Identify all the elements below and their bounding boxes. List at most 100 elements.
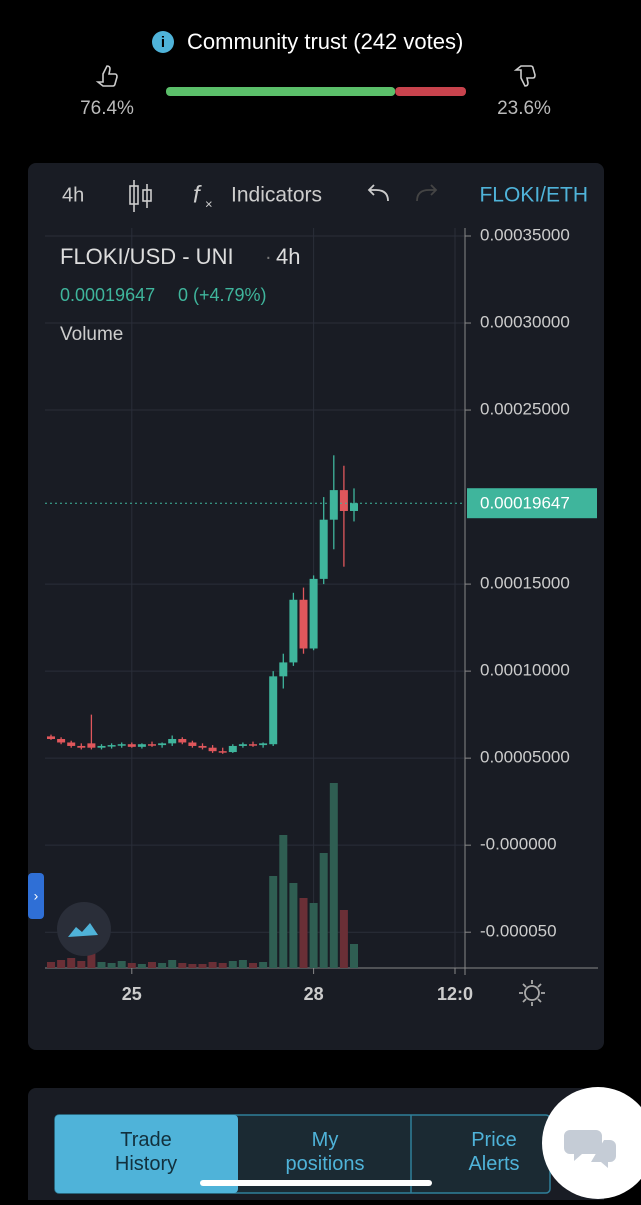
symbol-label: FLOKI/USD - UNI <box>60 244 234 269</box>
candle-body <box>269 676 278 745</box>
volume-bar <box>77 961 86 968</box>
interval-button[interactable]: 4h <box>62 184 84 206</box>
home-indicator <box>200 1180 432 1186</box>
volume-bar <box>299 898 308 968</box>
thumbs-down-icon[interactable] <box>513 65 536 87</box>
volume-bar <box>127 963 136 968</box>
tab[interactable]: Price Alerts <box>468 1129 519 1175</box>
candle-body <box>339 490 348 511</box>
candle-body <box>259 743 268 746</box>
candle-body <box>289 599 298 663</box>
candle-body <box>198 745 207 748</box>
up-percent: 76.4% <box>80 98 134 119</box>
x-tick-label: 25 <box>122 984 142 1004</box>
y-tick-label: 0.00030000 <box>480 313 570 332</box>
tabs: Trade History My positions Price Alerts <box>115 1129 520 1175</box>
volume-bar <box>289 883 298 968</box>
candle-body <box>87 743 96 748</box>
side-panel-toggle[interactable] <box>28 873 44 919</box>
tv-logo[interactable] <box>57 902 111 956</box>
volume-bar <box>168 960 177 968</box>
pair-button[interactable]: FLOKI/ETH <box>479 184 588 207</box>
candle-body <box>148 744 156 746</box>
volume-bar <box>87 950 96 968</box>
volume-bar <box>47 962 55 968</box>
candle-body <box>168 738 177 744</box>
tab-active-bg <box>55 1115 238 1193</box>
volume-bar <box>107 963 116 968</box>
undo-icon[interactable] <box>367 184 389 202</box>
volume-bar <box>97 962 106 968</box>
candle-body <box>238 744 247 746</box>
settings-icon[interactable] <box>519 980 545 1006</box>
tab[interactable]: Trade History <box>115 1129 177 1175</box>
candle-body <box>350 503 358 511</box>
candle-body <box>77 745 86 748</box>
trust-up <box>166 87 396 96</box>
volume-bar <box>309 903 318 968</box>
volume-bar <box>178 963 187 968</box>
volume-bar <box>269 876 278 968</box>
info-icon[interactable] <box>152 31 174 53</box>
volume-bar <box>57 960 66 968</box>
volume-bar <box>238 960 247 968</box>
volume-bar <box>117 961 126 968</box>
volume-bar <box>350 944 358 968</box>
candle-body <box>329 490 338 520</box>
volume-bar <box>158 963 167 968</box>
volume-bar <box>198 964 207 968</box>
price-change: 0 (+4.79%) <box>178 285 267 305</box>
candle-body <box>218 751 227 753</box>
trust-bar <box>166 87 466 96</box>
candle-body <box>67 742 76 746</box>
volume-bar <box>249 963 257 968</box>
candle-body <box>249 744 257 746</box>
candle-body <box>117 744 126 746</box>
candle-body <box>178 738 187 743</box>
candle-body <box>47 736 55 739</box>
y-tick-label: -0.000050 <box>480 922 557 941</box>
info-glyph: i <box>161 34 165 51</box>
volume-label: Volume <box>60 324 123 345</box>
indicators-button[interactable]: Indicators <box>231 184 322 207</box>
y-tick-label: -0.000000 <box>480 835 557 854</box>
candle-body <box>279 662 288 677</box>
trust-title: Community trust (242 votes) <box>187 29 463 54</box>
y-tick-label: 0.00035000 <box>480 225 570 244</box>
candle-body <box>299 599 308 649</box>
volume-bar <box>188 964 197 968</box>
candle-body <box>127 744 136 747</box>
candle-type-icon[interactable] <box>129 180 152 212</box>
volume-bar <box>218 963 227 968</box>
y-tick-label: 0.00015000 <box>480 574 570 593</box>
chat-icon <box>564 1130 616 1168</box>
trust-down <box>395 87 466 96</box>
fx-icon-sub: × <box>205 196 213 211</box>
last-price-tag <box>467 488 597 519</box>
x-tick-label: 12:0 <box>437 984 473 1004</box>
volume-bar <box>279 835 288 968</box>
candle-body <box>228 745 237 753</box>
tv-logo-glyph <box>68 923 98 937</box>
y-tick-label: 0.00010000 <box>480 661 570 680</box>
symbol-interval: 4h <box>276 244 300 269</box>
thumbs-up-icon[interactable] <box>95 65 118 87</box>
y-tick-label: 0.00005000 <box>480 748 570 767</box>
volume-bar <box>319 853 328 968</box>
candle-body <box>188 742 197 746</box>
volume-bar <box>137 964 146 968</box>
candle-body <box>208 747 217 752</box>
down-percent: 23.6% <box>497 98 551 119</box>
volume-bar <box>329 783 338 968</box>
tab[interactable]: My positions <box>286 1129 365 1175</box>
candle-body <box>97 745 106 748</box>
legend-dot: · <box>265 246 272 268</box>
volume-bar <box>259 962 268 968</box>
last-price-tag-label: 0.00019647 <box>480 494 570 513</box>
volume-bar <box>148 962 156 968</box>
candle-body <box>158 743 167 746</box>
x-tick-label: 28 <box>304 984 324 1004</box>
fx-icon[interactable]: f <box>193 181 202 208</box>
volume-bar <box>339 910 348 968</box>
